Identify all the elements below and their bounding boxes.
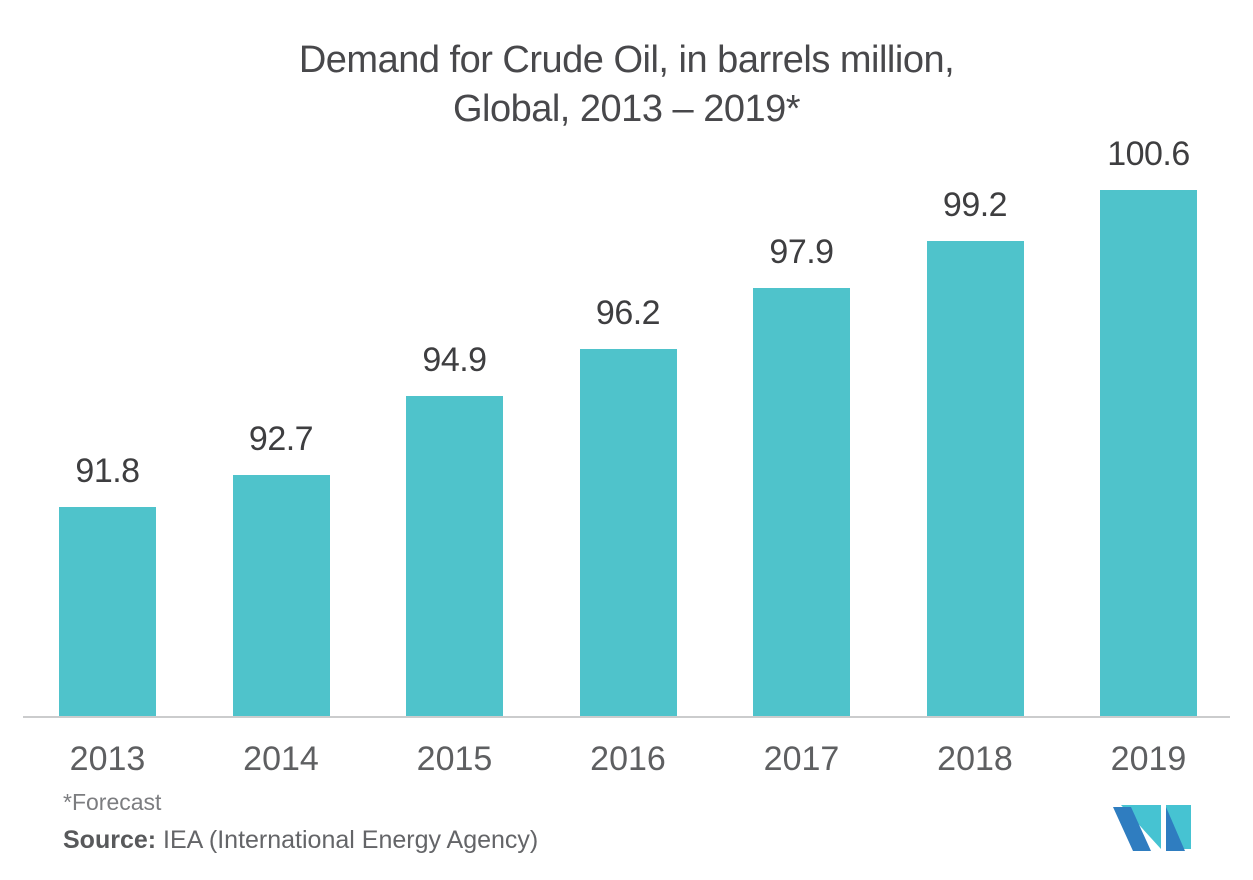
x-axis-label-2018: 2018 — [937, 740, 1013, 778]
bar-value-label-2013: 91.8 — [75, 452, 140, 491]
plot-area: 91.8 92.7 94.9 96.2 97.9 99.2 100.6 — [23, 135, 1230, 718]
source-line: Source: IEA (International Energy Agency… — [63, 826, 538, 855]
logo-left-blue-stripe — [1113, 807, 1151, 851]
x-axis-label-2013: 2013 — [69, 740, 146, 778]
bar-2018 — [926, 240, 1024, 716]
x-axis-label-2015: 2015 — [416, 740, 493, 778]
x-axis-label-2014: 2014 — [243, 740, 319, 778]
bar-2013 — [59, 507, 156, 716]
source-label: Source: — [63, 826, 157, 854]
bar-value-label-2015: 94.9 — [422, 340, 487, 379]
x-axis-label-2019: 2019 — [1110, 740, 1187, 778]
footnote-block: *Forecast Source: IEA (International Ene… — [63, 789, 538, 855]
forecast-note: *Forecast — [63, 789, 162, 815]
source-text: IEA (International Energy Agency) — [156, 826, 539, 854]
logo-right-blue-triangle — [1166, 807, 1185, 851]
bar-2015 — [406, 395, 503, 716]
bar-value-label-2016: 96.2 — [595, 293, 661, 332]
x-axis-label-2016: 2016 — [590, 740, 666, 778]
chart-title-line2: Global, 2013 – 2019* — [452, 88, 801, 130]
bar-2017 — [753, 287, 850, 716]
bar-value-label-2019: 100.6 — [1107, 135, 1190, 174]
bar-2014 — [232, 474, 330, 716]
bar-2019 — [1100, 190, 1197, 716]
mordor-intelligence-logo — [1113, 805, 1191, 851]
bar-2016 — [579, 348, 677, 716]
x-axis-labels: 2013 2014 2015 2016 2017 2018 2019 — [23, 740, 1230, 782]
bar-value-label-2017: 97.9 — [769, 232, 834, 271]
bar-value-label-2018: 99.2 — [942, 185, 1008, 224]
bar-value-label-2014: 92.7 — [248, 419, 314, 458]
chart-title: Demand for Crude Oil, in barrels million… — [0, 36, 1253, 134]
chart-title-line1: Demand for Crude Oil, in barrels million… — [298, 39, 955, 81]
x-axis-label-2017: 2017 — [763, 740, 840, 778]
